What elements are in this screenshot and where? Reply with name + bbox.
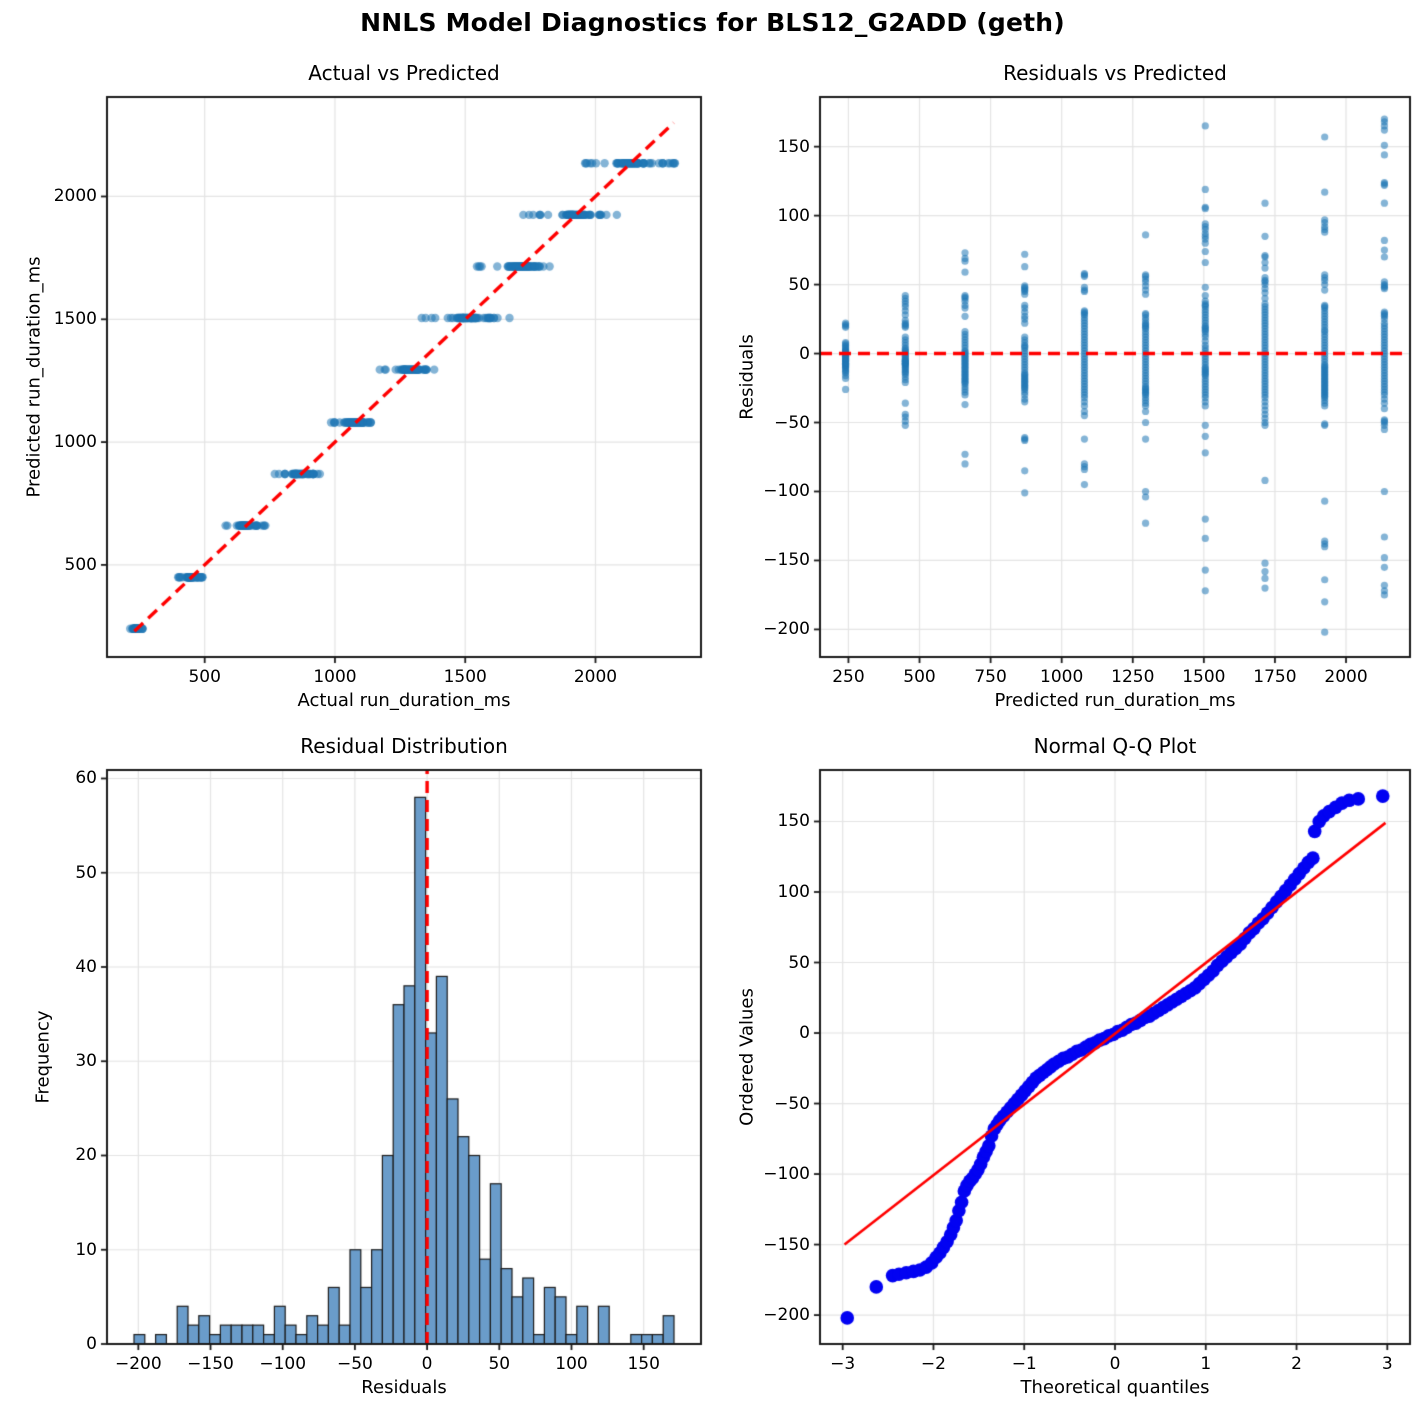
y-axis-label-predicted: Predicted run_duration_ms bbox=[23, 256, 45, 498]
x-tick-label: 1750 bbox=[1253, 667, 1297, 687]
x-tick-label: 2000 bbox=[1324, 667, 1368, 687]
x-tick-label: −1 bbox=[1011, 1354, 1037, 1374]
y-tick-label: 50 bbox=[75, 862, 97, 883]
x-axis-label-quantiles: Theoretical quantiles bbox=[1020, 1377, 1210, 1398]
y-axis-label-residuals: Residuals bbox=[736, 334, 758, 420]
x-tick-label: 1000 bbox=[313, 667, 357, 687]
y-tick-label: −150 bbox=[763, 1234, 810, 1255]
y-tick-label: 40 bbox=[75, 956, 97, 977]
x-tick-label: 1000 bbox=[1040, 667, 1084, 687]
y-tick-label: 100 bbox=[777, 205, 810, 226]
panel-title-actual-vs-predicted: Actual vs Predicted bbox=[308, 61, 500, 85]
y-tick-label: 30 bbox=[75, 1051, 97, 1072]
y-tick-label: −200 bbox=[763, 1305, 810, 1326]
x-tick-label: 2 bbox=[1291, 1354, 1302, 1374]
x-tick-label: −3 bbox=[830, 1354, 856, 1374]
x-tick-label: −2 bbox=[920, 1354, 946, 1374]
y-tick-label: 0 bbox=[799, 343, 810, 364]
x-tick-label: 2000 bbox=[573, 667, 618, 687]
y-tick-label: 50 bbox=[788, 952, 810, 973]
x-tick-label: 1500 bbox=[443, 667, 487, 687]
y-tick-label: 1000 bbox=[53, 432, 97, 453]
x-tick-label: 50 bbox=[488, 1354, 511, 1374]
x-tick-label: 250 bbox=[832, 667, 865, 687]
x-tick-label: 3 bbox=[1381, 1354, 1393, 1374]
y-tick-label: 150 bbox=[777, 136, 810, 157]
x-tick-label: −150 bbox=[187, 1354, 234, 1374]
x-tick-label: −100 bbox=[259, 1354, 307, 1374]
y-axis-label-ordered-values: Ordered Values bbox=[736, 988, 758, 1126]
y-axis-label-frequency: Frequency bbox=[32, 1010, 54, 1104]
x-tick-label: 1500 bbox=[1182, 667, 1226, 687]
y-tick-label: −100 bbox=[763, 481, 810, 502]
x-tick-label: 0 bbox=[421, 1354, 433, 1374]
x-tick-label: 500 bbox=[903, 667, 936, 687]
x-axis-label-residuals: Residuals bbox=[361, 1377, 447, 1398]
panel-title-residuals-vs-predicted: Residuals vs Predicted bbox=[1003, 61, 1227, 85]
x-tick-label: −200 bbox=[114, 1354, 162, 1374]
y-tick-label: 20 bbox=[75, 1145, 97, 1166]
x-axis-label-actual: Actual run_duration_ms bbox=[297, 690, 511, 711]
y-tick-label: −150 bbox=[763, 550, 810, 571]
x-axis-label-predicted: Predicted run_duration_ms bbox=[994, 690, 1236, 711]
y-tick-label: 0 bbox=[86, 1334, 97, 1354]
y-tick-label: 2000 bbox=[53, 186, 97, 207]
panel-title-residual-distribution: Residual Distribution bbox=[300, 734, 508, 758]
y-tick-label: 0 bbox=[799, 1023, 810, 1044]
y-tick-label: −50 bbox=[774, 412, 810, 433]
x-tick-label: 1 bbox=[1200, 1354, 1212, 1374]
y-tick-label: 10 bbox=[75, 1239, 97, 1260]
y-tick-label: 150 bbox=[777, 811, 810, 832]
x-tick-label: 100 bbox=[555, 1354, 588, 1374]
y-tick-label: −200 bbox=[763, 619, 810, 640]
figure-title: NNLS Model Diagnostics for BLS12_G2ADD (… bbox=[360, 8, 1065, 37]
x-tick-label: −50 bbox=[336, 1354, 373, 1374]
y-tick-label: 1500 bbox=[53, 309, 97, 330]
x-tick-label: 500 bbox=[188, 667, 221, 687]
x-tick-label: 750 bbox=[974, 667, 1007, 687]
y-tick-label: 100 bbox=[777, 881, 810, 902]
x-tick-label: 1250 bbox=[1111, 667, 1155, 687]
x-tick-label: 0 bbox=[1109, 1354, 1121, 1374]
x-tick-label: 150 bbox=[627, 1354, 660, 1374]
panel-title-qq-plot: Normal Q-Q Plot bbox=[1033, 734, 1197, 758]
y-tick-label: −50 bbox=[774, 1093, 810, 1114]
y-tick-label: 50 bbox=[788, 274, 810, 295]
y-tick-label: 60 bbox=[75, 768, 97, 789]
y-tick-label: 500 bbox=[64, 554, 97, 575]
y-tick-label: −100 bbox=[763, 1164, 810, 1185]
